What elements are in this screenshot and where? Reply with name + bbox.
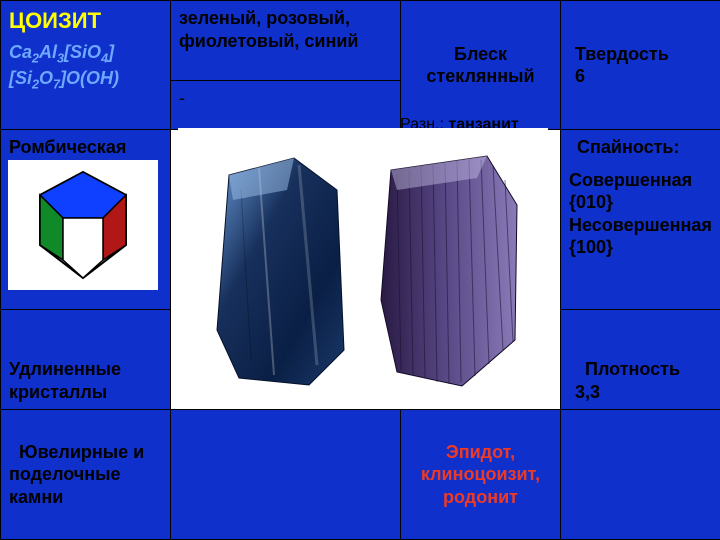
mineral-name: ЦОИЗИТ: [9, 7, 162, 35]
formula: Ca2Al3[SiO4][Si2O7]O(OH): [9, 41, 162, 94]
cell-hardness: Твердость 6: [561, 1, 720, 130]
cell-empty-1: [171, 410, 401, 540]
cell-colors: зеленый, розовый, фиолетовый, синий: [171, 1, 401, 81]
crystal-left: [199, 150, 359, 390]
cell-name-formula: ЦОИЗИТ Ca2Al3[SiO4][Si2O7]O(OH): [1, 1, 171, 130]
density-label: Плотность: [585, 359, 680, 379]
crystal-right: [367, 150, 527, 390]
cleavage-label: Спайность:: [569, 136, 712, 159]
cell-empty-2: [561, 410, 720, 540]
cell-density: Плотность 3,3: [561, 310, 720, 410]
hardness-value: 6: [575, 66, 585, 86]
cleavage-text: Совершенная {010}Несовершенная {100}: [569, 169, 712, 259]
cell-luster: Блеск стеклянный: [401, 1, 561, 130]
luster-label: Блеск: [454, 44, 507, 64]
density-value: 3,3: [575, 382, 600, 402]
cell-habit: Удлиненные кристаллы: [1, 310, 171, 410]
cell-use: Ювелирные и поделочные камни: [1, 410, 171, 540]
tanzanite-photo: [178, 128, 548, 390]
hardness-label: Твердость: [575, 44, 669, 64]
cell-related: Эпидот, клиноцоизит, родонит: [401, 410, 561, 540]
cell-cleavage: Спайность: Совершенная {010}Несовершенна…: [561, 130, 720, 310]
crystal-forms-diagram: [8, 160, 158, 290]
luster-value: стеклянный: [426, 66, 534, 86]
cell-dash: -: [171, 81, 401, 130]
